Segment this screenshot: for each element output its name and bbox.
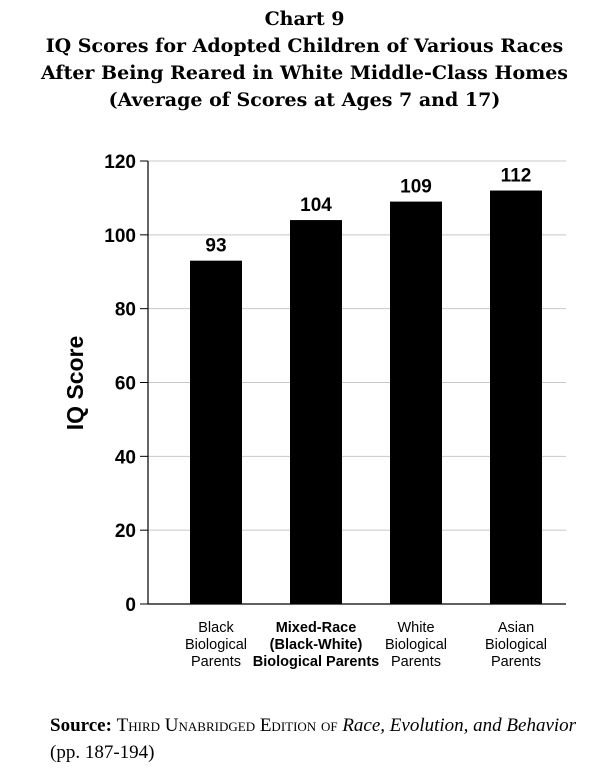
source-edition: Third Unabridged Edition of bbox=[116, 715, 338, 736]
chart-subtitle: (Average of Scores at Ages 7 and 17) bbox=[108, 89, 501, 111]
y-axis-label: IQ Score bbox=[62, 336, 88, 431]
bar-value-label: 104 bbox=[300, 195, 332, 216]
chart-title-block: Chart 9 IQ Scores for Adopted Children o… bbox=[0, 6, 609, 114]
source-book-title: Race, Evolution, and Behavior bbox=[342, 715, 577, 736]
source-pages: (pp. 187-194) bbox=[50, 742, 155, 763]
bar bbox=[290, 220, 342, 605]
chart-number: Chart 9 bbox=[264, 8, 345, 30]
x-category-label: Parents bbox=[391, 654, 441, 670]
x-category-label: (Black-White) bbox=[270, 637, 363, 653]
y-tick-label: 20 bbox=[115, 521, 136, 542]
y-tick-label: 60 bbox=[115, 374, 136, 395]
x-category-label: Parents bbox=[191, 654, 241, 670]
x-category-label: Parents bbox=[491, 654, 541, 670]
x-category-label: Biological bbox=[385, 637, 447, 653]
bar bbox=[190, 260, 242, 604]
x-category-label: Asian bbox=[498, 620, 534, 636]
chart-title-line-1: IQ Scores for Adopted Children of Variou… bbox=[45, 35, 564, 57]
bar bbox=[490, 190, 542, 605]
source-label: Source: bbox=[50, 715, 112, 736]
y-tick-label: 80 bbox=[115, 300, 136, 321]
y-tick-label: 100 bbox=[104, 226, 136, 247]
x-category-label: White bbox=[397, 620, 434, 636]
bar-value-label: 109 bbox=[400, 177, 432, 198]
bar-value-label: 93 bbox=[205, 236, 226, 257]
x-category-label: Biological Parents bbox=[253, 654, 380, 670]
x-category-label: Black bbox=[198, 620, 234, 636]
y-tick-label: 0 bbox=[125, 595, 136, 616]
source-note: Source: Third Unabridged Edition of Race… bbox=[50, 712, 595, 766]
bar bbox=[390, 201, 442, 604]
x-category-label: Biological bbox=[185, 637, 247, 653]
bar-value-label: 112 bbox=[501, 166, 532, 187]
chart-title-line-2: After Being Reared in White Middle-Class… bbox=[40, 62, 569, 84]
x-category-label: Biological bbox=[485, 637, 547, 653]
y-tick-label: 120 bbox=[104, 152, 136, 173]
y-tick-label: 40 bbox=[115, 447, 136, 468]
x-category-label: Mixed-Race bbox=[276, 620, 357, 636]
